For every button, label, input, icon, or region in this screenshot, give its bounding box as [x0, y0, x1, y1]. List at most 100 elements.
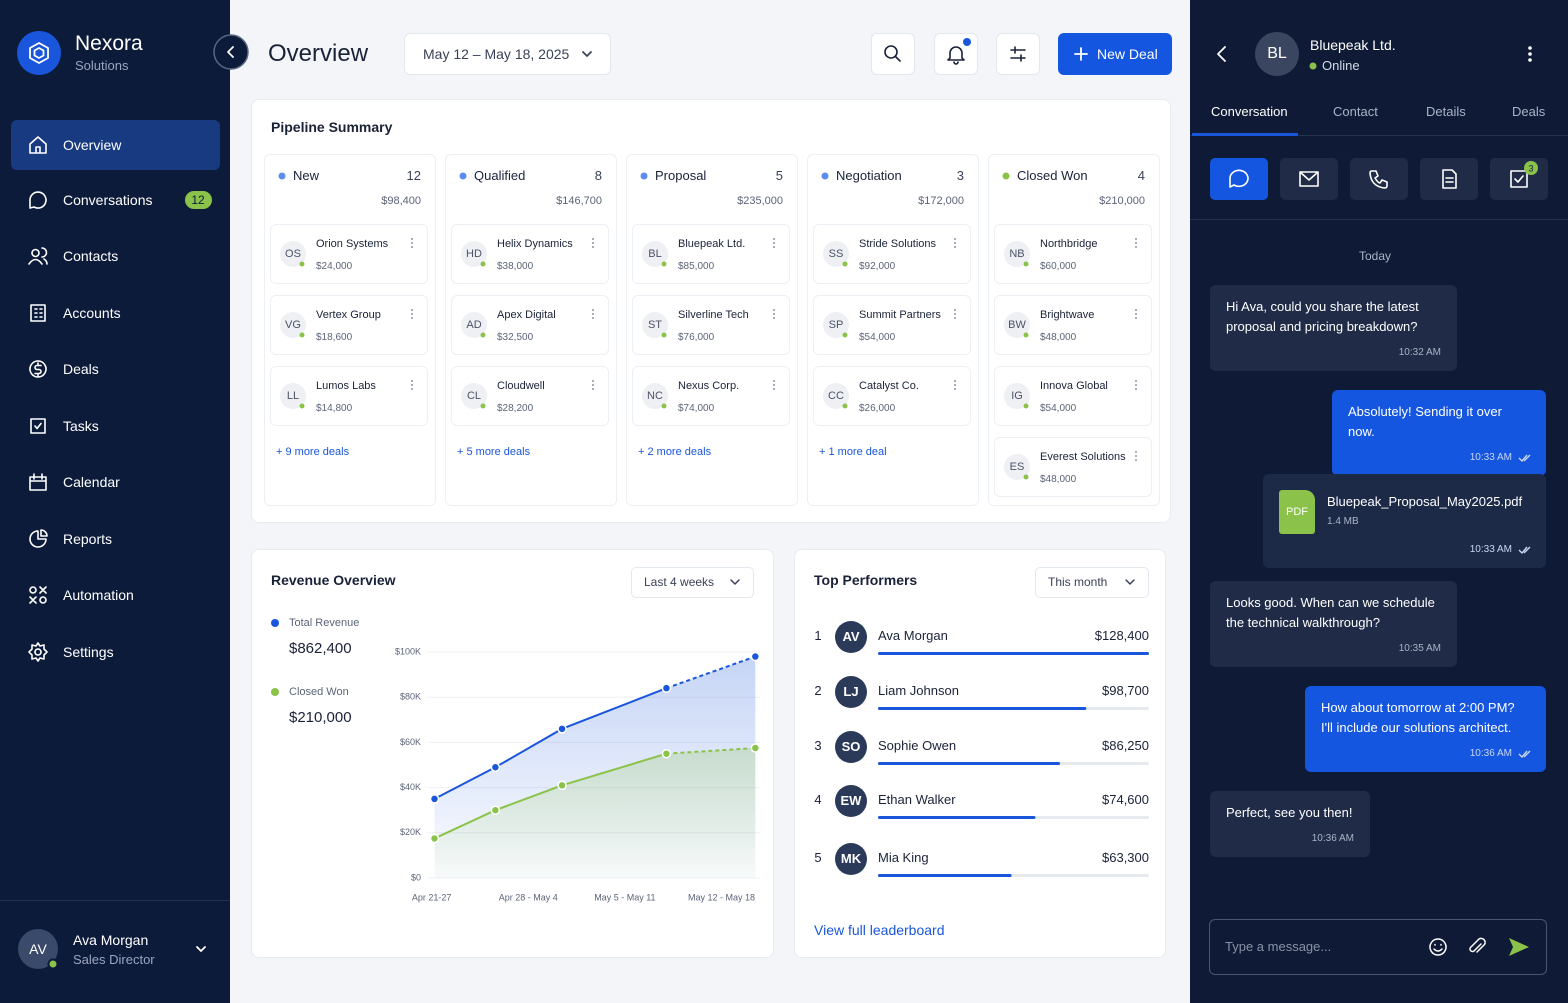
- emoji-button: [1429, 938, 1447, 956]
- tab[interactable]: Details: [1426, 104, 1466, 119]
- deal-avatar: [823, 241, 849, 267]
- performer-initials: LJ: [843, 684, 859, 699]
- x-tick-label: May 5 - May 11: [594, 892, 655, 902]
- deal-value: $48,000: [1040, 474, 1077, 485]
- deal-name[interactable]: Stride Solutions: [859, 238, 937, 250]
- tab[interactable]: Deals: [1512, 104, 1546, 119]
- date-picker[interactable]: [404, 33, 611, 75]
- deal-name[interactable]: Orion Systems: [316, 238, 389, 250]
- icon-button[interactable]: [996, 33, 1040, 75]
- rank: 2: [814, 683, 822, 698]
- deal-menu: [1135, 380, 1137, 382]
- message-text: How about tomorrow at 2:00 PM? I'll incl…: [1321, 700, 1515, 735]
- period-dropdown[interactable]: [1035, 567, 1149, 598]
- task-badge-count: 3: [1528, 163, 1533, 173]
- tab[interactable]: Conversation: [1211, 104, 1288, 119]
- active-tab-indicator: [1192, 133, 1298, 136]
- collapse-icon: [227, 46, 234, 58]
- action-button[interactable]: [1210, 158, 1268, 200]
- more-deals-link[interactable]: + 1 more deal: [819, 446, 887, 458]
- deal-name[interactable]: Helix Dynamics: [497, 238, 573, 250]
- deal-status: [299, 403, 305, 409]
- deal-card[interactable]: [632, 295, 790, 355]
- nav-label[interactable]: Conversations: [63, 192, 153, 208]
- more-deals-link[interactable]: + 2 more deals: [638, 446, 712, 458]
- nav-icon: [29, 586, 47, 604]
- input-placeholder[interactable]: Type a message...: [1225, 939, 1332, 954]
- check-mark: [1518, 546, 1531, 555]
- deal-menu: [773, 380, 775, 382]
- deal-name[interactable]: Nexus Corp.: [678, 380, 740, 392]
- deal-name[interactable]: Silverline Tech: [678, 309, 749, 321]
- line-projected: [666, 655, 756, 690]
- search-icon: [884, 45, 901, 62]
- deal-value: $76,000: [678, 332, 715, 343]
- deal-avatar: [1004, 454, 1030, 480]
- deal-initials: CL: [466, 390, 482, 402]
- deal-card[interactable]: [451, 224, 609, 284]
- file-icon: PDF: [1279, 490, 1315, 534]
- nav-label[interactable]: Tasks: [63, 418, 99, 434]
- deal-value: $54,000: [1040, 403, 1077, 414]
- nav-label[interactable]: Calendar: [63, 474, 120, 490]
- deal-name[interactable]: Cloudwell: [497, 380, 545, 392]
- file-row[interactable]: PDF Bluepeak_Proposal_May2025.pdf 1.4 MB: [1279, 486, 1530, 534]
- deal-name[interactable]: Apex Digital: [497, 309, 556, 321]
- tab[interactable]: Contact: [1333, 104, 1378, 119]
- legend-dot: [271, 688, 279, 696]
- nav-label[interactable]: Accounts: [63, 305, 121, 321]
- new-deal-label[interactable]: New Deal: [1097, 46, 1158, 62]
- nav-label[interactable]: Reports: [63, 531, 113, 547]
- nav-label[interactable]: Deals: [63, 361, 99, 377]
- deal-name[interactable]: Vertex Group: [316, 309, 381, 321]
- user-menu: [196, 946, 206, 952]
- period-dropdown[interactable]: [631, 567, 754, 598]
- nav-label[interactable]: Automation: [63, 587, 134, 603]
- deal-menu: [954, 242, 956, 244]
- tabs-divider: [1190, 135, 1568, 136]
- deal-menu: [1135, 459, 1137, 461]
- point: [429, 794, 440, 804]
- performer-initials: EW: [840, 793, 862, 808]
- icon-button[interactable]: [871, 33, 915, 75]
- performers-title: Top Performers: [814, 572, 918, 588]
- file-message: PDF Bluepeak_Proposal_May2025.pdf 1.4 MB 10…: [1263, 474, 1546, 568]
- date-range[interactable]: May 12 – May 18, 2025: [423, 46, 570, 62]
- deal-name[interactable]: Northbridge: [1040, 238, 1098, 250]
- deal-menu: [954, 309, 956, 311]
- nav-icon: [28, 247, 48, 265]
- period-label[interactable]: This month: [1048, 575, 1108, 589]
- nav-label[interactable]: Contacts: [63, 248, 119, 264]
- task-badge: [1524, 161, 1538, 175]
- action-button[interactable]: [1350, 158, 1408, 200]
- nav-label[interactable]: Settings: [63, 644, 114, 660]
- deal-menu: [411, 246, 413, 248]
- nav-icon: [29, 360, 47, 378]
- deal-name[interactable]: Innova Global: [1040, 380, 1108, 392]
- deal-menu: [1135, 313, 1137, 315]
- icon-button[interactable]: [934, 33, 978, 75]
- progress-bar: [878, 652, 1149, 655]
- action-button[interactable]: [1490, 158, 1548, 200]
- deal-value: $48,000: [1040, 332, 1077, 343]
- deal-name[interactable]: Catalyst Co.: [859, 380, 919, 392]
- deal-name[interactable]: Everest Solutions: [1040, 451, 1126, 463]
- deal-menu: [411, 242, 413, 244]
- period-label[interactable]: Last 4 weeks: [644, 575, 715, 589]
- action-button[interactable]: [1420, 158, 1478, 200]
- more-deals-link[interactable]: + 9 more deals: [276, 446, 350, 458]
- message-text: Absolutely! Sending it over now.: [1348, 404, 1502, 439]
- more-deals-link[interactable]: + 5 more deals: [457, 446, 531, 458]
- leaderboard-link[interactable]: View full leaderboard: [814, 922, 945, 938]
- deal-avatar: [823, 383, 849, 409]
- deal-name[interactable]: Brightwave: [1040, 309, 1095, 321]
- deal-name[interactable]: Lumos Labs: [316, 380, 376, 392]
- rank: 3: [814, 738, 822, 753]
- x-tick-label: Apr 28 - May 4: [499, 892, 558, 902]
- deal-name[interactable]: Bluepeak Ltd.: [678, 238, 746, 250]
- stage-name: Negotiation: [836, 168, 902, 183]
- deal-name[interactable]: Summit Partners: [859, 309, 941, 321]
- message-input[interactable]: [1209, 919, 1547, 975]
- collapse-button: [213, 34, 249, 70]
- nav-label[interactable]: Overview: [63, 137, 122, 153]
